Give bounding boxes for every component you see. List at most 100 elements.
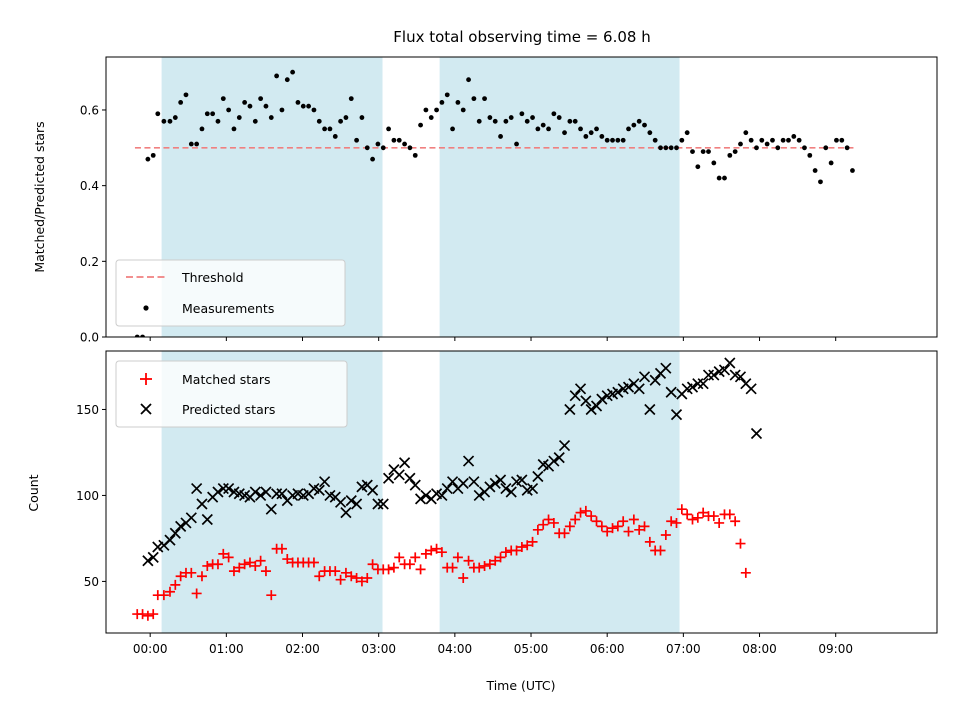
measurements-point [850, 168, 855, 173]
measurements-point [258, 96, 264, 102]
ratio-panel: 0.0 0.2 0.4 0.6 [80, 56, 938, 345]
predicted-stars-point [164, 534, 176, 546]
measurements-point [690, 149, 695, 154]
predicted-stars-point [175, 520, 187, 532]
measurements-point [828, 160, 834, 166]
matched-stars-point [191, 588, 202, 599]
matched-stars-point [158, 590, 169, 601]
matched-stars-point [490, 555, 501, 566]
measurements-point [380, 145, 386, 151]
matched-stars-point [452, 552, 463, 563]
legend-measurements-swatch [143, 305, 149, 311]
measurements-point [476, 118, 482, 124]
axes-frame-counts [105, 350, 938, 634]
matched-stars-point [404, 559, 415, 570]
y-tick-label: 0.6 [80, 103, 99, 117]
measurements-point [674, 145, 679, 151]
measurements-point [204, 111, 210, 117]
matched-stars-point [250, 560, 261, 571]
legend-matched-label: Matched stars [182, 372, 270, 387]
measurements-point [594, 126, 599, 132]
matched-stars-point [634, 524, 645, 535]
predicted-stars-point [334, 496, 347, 508]
matched-stars-point [458, 572, 469, 583]
measurements-point [455, 100, 461, 105]
predicted-stars-point [398, 457, 411, 469]
x-tick-label: 06:00 [590, 642, 625, 656]
predicted-stars-point [212, 486, 224, 498]
matched-stars-point [234, 562, 245, 573]
matched-stars-point [682, 509, 693, 520]
matched-stars-point [724, 509, 735, 520]
measurements-point [444, 92, 450, 98]
matched-stars-point [564, 521, 575, 532]
measurements-point [145, 156, 151, 162]
predicted-stars-point [265, 503, 277, 515]
measurements-point [530, 115, 535, 120]
chart-title: Flux total observing time = 6.08 h [393, 28, 650, 46]
predicted-stars-point [692, 378, 704, 390]
matched-stars-point [431, 543, 442, 554]
measurements-point [338, 118, 343, 124]
plot-area-counts [132, 357, 763, 621]
predicted-stars-point [516, 474, 528, 486]
measurements-point [599, 134, 605, 139]
measurements-point [300, 103, 306, 109]
measurements-point [423, 107, 429, 113]
predicted-stars-point [249, 486, 261, 498]
measurements-point [754, 145, 759, 151]
predicted-stars-point [372, 498, 384, 510]
measurements-point [322, 126, 328, 132]
matched-stars-point [660, 529, 671, 540]
measurements-point [471, 96, 477, 102]
predicted-stars-point [558, 439, 571, 452]
matched-stars-point [676, 504, 687, 515]
measurements-point [759, 137, 765, 143]
measurements-point [647, 130, 653, 136]
measurements-point [508, 115, 514, 120]
matched-stars-point [223, 552, 234, 563]
measurements-point [652, 137, 658, 143]
measurements-point [343, 115, 349, 120]
measurements-point [775, 145, 781, 151]
matched-stars-point [260, 566, 271, 577]
measurements-point [567, 118, 573, 124]
predicted-stars-point [350, 498, 363, 510]
predicted-stars-point [500, 482, 512, 495]
matched-stars-point [314, 571, 325, 582]
measurements-point [178, 100, 184, 105]
predicted-stars-point [553, 452, 565, 464]
matched-stars-point [356, 576, 367, 587]
matched-stars-point [532, 524, 543, 535]
matched-stars-point [666, 516, 677, 527]
matched-stars-point [196, 571, 207, 582]
matched-stars-point [655, 545, 666, 556]
measurements-point [284, 77, 290, 83]
measurements-point [620, 137, 626, 143]
measurements-point [391, 137, 397, 143]
measurements-point [348, 96, 354, 102]
predicted-stars-point [377, 498, 389, 510]
predicted-stars-point [217, 482, 229, 495]
predicted-stars-point [580, 395, 592, 407]
measurements-point [450, 126, 455, 132]
matched-stars-point [740, 567, 751, 578]
measurements-point [658, 145, 663, 151]
matched-stars-point [538, 519, 549, 530]
matched-stars-point [708, 511, 719, 522]
predicted-stars-point [169, 527, 181, 539]
measurements-point [311, 107, 317, 113]
predicted-stars-point [574, 383, 587, 395]
predicted-stars-point [404, 472, 416, 484]
measurements-point [556, 115, 562, 120]
predicted-stars-point [191, 482, 203, 495]
measurements-point [524, 118, 530, 124]
measurements-point [402, 141, 407, 147]
matched-stars-point [351, 572, 362, 583]
matched-stars-point [639, 521, 650, 532]
matched-stars-point [394, 552, 405, 563]
matched-stars-point [575, 507, 586, 518]
matched-stars-point [228, 566, 239, 577]
matched-stars-point [420, 548, 431, 559]
measurements-point [738, 141, 743, 147]
